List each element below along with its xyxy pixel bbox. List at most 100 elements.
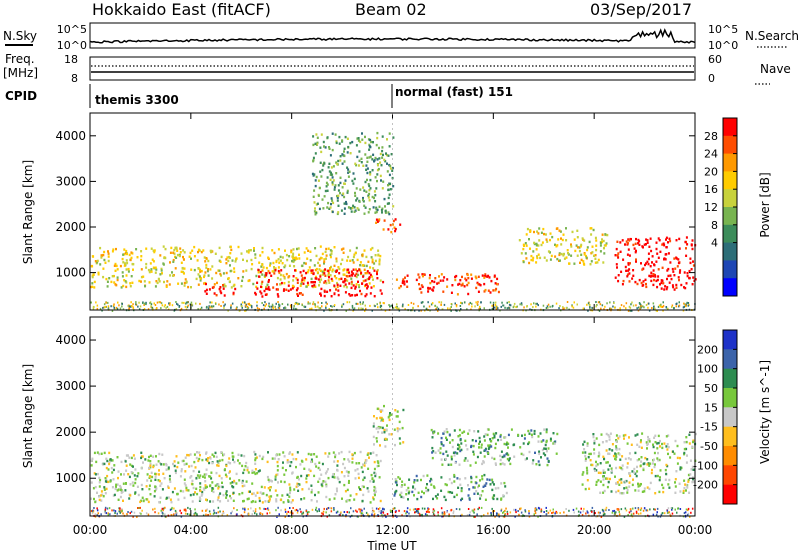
data-cell xyxy=(546,240,549,243)
data-cell xyxy=(257,470,260,473)
data-cell xyxy=(369,173,372,176)
data-cell xyxy=(341,186,344,189)
data-cell xyxy=(528,238,530,241)
data-cell xyxy=(362,264,365,267)
data-cell xyxy=(638,278,641,282)
data-cell xyxy=(646,447,648,450)
data-cell xyxy=(129,258,132,262)
data-cell xyxy=(378,263,381,266)
data-cell xyxy=(295,277,298,280)
data-cell xyxy=(288,483,291,486)
data-cell xyxy=(388,145,391,148)
data-cell xyxy=(96,514,99,517)
data-cell xyxy=(380,292,383,295)
data-cell xyxy=(348,511,350,514)
data-cell xyxy=(645,238,648,241)
data-cell xyxy=(241,301,244,304)
data-cell xyxy=(307,487,310,491)
data-cell xyxy=(417,512,420,514)
data-cell xyxy=(132,307,135,310)
data-cell xyxy=(638,484,641,487)
data-cell xyxy=(101,309,103,312)
data-cell xyxy=(326,183,329,186)
data-cell xyxy=(506,301,508,304)
data-cell xyxy=(543,511,545,513)
data-cell xyxy=(603,308,605,311)
data-cell xyxy=(348,274,351,278)
colorbar-tick-label: 50 xyxy=(704,382,718,395)
data-cell xyxy=(340,450,343,454)
data-cell xyxy=(205,288,208,292)
data-cell xyxy=(588,487,591,490)
data-cell xyxy=(92,273,95,276)
data-cell xyxy=(464,277,467,280)
data-cell xyxy=(119,495,122,499)
data-cell xyxy=(208,510,211,513)
data-cell xyxy=(671,508,673,511)
data-cell xyxy=(494,306,496,309)
data-cell xyxy=(154,511,156,514)
data-cell xyxy=(639,509,642,512)
data-cell xyxy=(432,286,435,289)
data-cell xyxy=(519,446,522,449)
data-cell xyxy=(365,511,368,514)
data-cell xyxy=(469,511,471,514)
data-cell xyxy=(278,261,281,264)
data-cell xyxy=(196,259,199,262)
data-cell xyxy=(562,254,565,257)
data-cell xyxy=(540,456,542,459)
data-cell xyxy=(197,283,200,286)
data-cell xyxy=(647,462,650,465)
data-cell xyxy=(132,484,135,487)
data-cell xyxy=(337,159,340,163)
data-cell xyxy=(208,288,211,291)
plot-title: Hokkaido East (fitACF) xyxy=(92,0,271,19)
data-cell xyxy=(381,211,383,214)
y-tick-label: 4000 xyxy=(55,333,86,347)
data-cell xyxy=(150,270,153,273)
data-cell xyxy=(140,268,143,271)
data-cell xyxy=(528,512,530,515)
data-cell xyxy=(425,489,428,493)
data-cell xyxy=(445,436,447,439)
data-cell xyxy=(421,285,424,289)
data-cell xyxy=(121,275,124,278)
data-cell xyxy=(362,478,365,482)
data-cell xyxy=(357,137,360,140)
data-cell xyxy=(207,307,210,310)
data-cell xyxy=(321,252,324,256)
data-cell xyxy=(364,309,366,312)
data-cell xyxy=(394,227,397,231)
data-cell xyxy=(467,494,470,497)
data-cell xyxy=(225,475,228,478)
data-cell xyxy=(491,304,493,307)
data-cell xyxy=(232,284,235,288)
data-cell xyxy=(185,489,188,492)
data-cell xyxy=(380,512,382,515)
data-cell xyxy=(148,484,151,487)
data-cell xyxy=(267,451,269,454)
data-cell xyxy=(108,277,111,280)
data-cell xyxy=(607,452,610,455)
data-cell xyxy=(107,255,110,258)
data-cell xyxy=(646,509,649,512)
data-cell xyxy=(629,458,632,461)
data-cell xyxy=(136,256,139,259)
data-cell xyxy=(217,485,220,489)
data-cell xyxy=(373,443,375,446)
data-cell xyxy=(558,307,560,310)
data-cell xyxy=(377,461,380,464)
data-cell xyxy=(613,302,615,304)
data-cell xyxy=(306,511,309,514)
data-cell xyxy=(474,275,477,278)
data-cell xyxy=(593,254,595,257)
data-cell xyxy=(183,267,186,270)
data-cell xyxy=(660,303,662,306)
data-cell xyxy=(506,452,509,455)
data-cell xyxy=(545,307,548,309)
data-cell xyxy=(606,461,609,464)
data-cell xyxy=(362,186,365,189)
data-cell xyxy=(654,434,657,437)
data-cell xyxy=(401,279,404,283)
data-cell xyxy=(587,309,589,312)
